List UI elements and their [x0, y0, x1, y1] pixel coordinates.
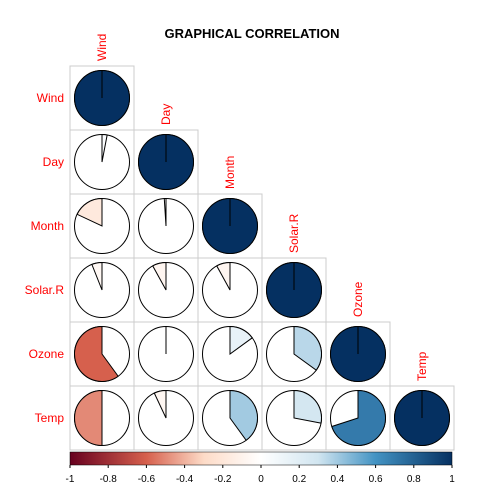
row-label-Wind: Wind [37, 91, 64, 105]
cell-Wind-Wind [69, 65, 135, 131]
pie-slice [74, 389, 103, 447]
colorbar-tick-label: -0.6 [138, 474, 156, 485]
cell-Temp-Solar.R [261, 385, 327, 451]
row-label-Month: Month [31, 219, 64, 233]
colorbar-tick-label: -0.4 [176, 474, 194, 485]
cell-Ozone-Month [197, 321, 263, 387]
pie-slice [229, 389, 258, 441]
pie-slice [331, 389, 386, 446]
column-label-Day: Day [159, 104, 173, 125]
correlation-cells [69, 65, 455, 451]
column-label-Temp: Temp [415, 351, 429, 381]
cell-Day-Day [133, 129, 199, 195]
cell-Solar.R-Day [133, 257, 199, 323]
column-labels: Wind Day Month Solar.R Ozone Temp [95, 34, 429, 381]
colorbar-tick-label: -0.8 [100, 474, 118, 485]
row-label-Solar.R: Solar.R [25, 283, 65, 297]
cell-Temp-Wind [69, 385, 135, 451]
chart-title: GRAPHICAL CORRELATION [164, 26, 339, 41]
cell-Month-Day [133, 193, 199, 259]
cell-Day-Wind [69, 129, 135, 195]
row-labels: Wind Day Month Solar.R Ozone Temp [25, 91, 65, 425]
pie-slice [293, 389, 322, 424]
colorbar-tick-label: 0.6 [369, 474, 383, 485]
colorbar-tick-label: 0.2 [292, 474, 306, 485]
colorbar-gradient [69, 451, 453, 466]
column-label-Ozone: Ozone [351, 281, 365, 317]
colorbar: -1 -0.8 -0.6 -0.4 -0.2 0 0.2 0.4 0.6 0.8 1 [66, 451, 455, 485]
cell-Month-Month [197, 193, 263, 259]
column-label-Solar.R: Solar.R [287, 213, 301, 253]
row-label-Day: Day [43, 155, 64, 169]
row-label-Ozone: Ozone [29, 347, 65, 361]
cell-Month-Wind [69, 193, 135, 259]
row-label-Temp: Temp [35, 411, 65, 425]
cell-Temp-Ozone [325, 385, 391, 451]
cell-Temp-Day [133, 385, 199, 451]
pie-slice [74, 325, 119, 382]
colorbar-tick-label: -1 [66, 474, 75, 485]
colorbar-tick-label: 0.4 [330, 474, 344, 485]
cell-Ozone-Day [133, 321, 199, 387]
colorbar-tick-label: 0 [258, 474, 264, 485]
colorbar-tick-label: 0.8 [407, 474, 421, 485]
cell-Ozone-Ozone [325, 321, 391, 387]
cell-Temp-Month [197, 385, 263, 451]
cell-Solar.R-Solar.R [261, 257, 327, 323]
cell-Solar.R-Month [197, 257, 263, 323]
colorbar-tick-label: -0.2 [214, 474, 232, 485]
cell-Temp-Temp [389, 385, 455, 451]
cell-Solar.R-Wind [69, 257, 135, 323]
colorbar-tick-label: 1 [449, 474, 455, 485]
cell-Ozone-Wind [69, 321, 135, 387]
pie-slice [293, 325, 322, 371]
column-label-Month: Month [223, 156, 237, 189]
column-label-Wind: Wind [95, 34, 109, 61]
cell-Ozone-Solar.R [261, 321, 327, 387]
